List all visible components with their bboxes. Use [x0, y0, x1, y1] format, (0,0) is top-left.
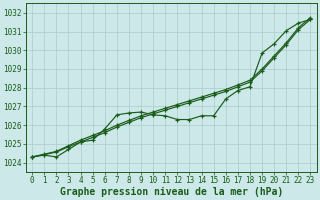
X-axis label: Graphe pression niveau de la mer (hPa): Graphe pression niveau de la mer (hPa) — [60, 186, 283, 197]
